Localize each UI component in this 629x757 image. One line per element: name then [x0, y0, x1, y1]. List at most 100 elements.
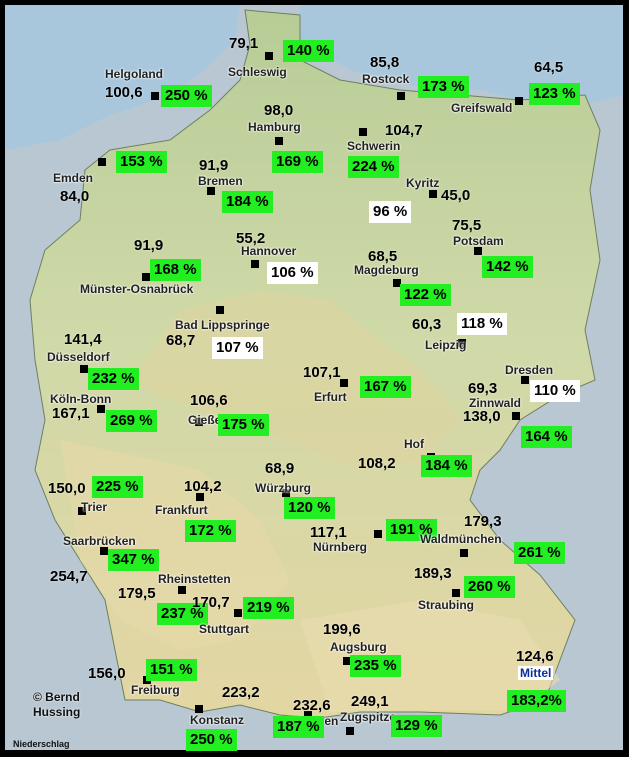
station-marker-wurzburg [282, 489, 290, 497]
city-label-nurnberg: Nürnberg [313, 540, 367, 554]
city-label-konstanz: Konstanz [190, 713, 244, 727]
city-label-munster-osnabruck: Münster-Osnabrück [80, 282, 194, 296]
city-label-dresden: Dresden [505, 363, 554, 377]
precip-value-bremen: 91,9 [199, 157, 229, 174]
station-marker-zugspitze [346, 727, 354, 735]
station-marker-nurnberg [374, 530, 382, 538]
percentage-badge-trier: 225 % [92, 476, 143, 498]
percentage-badge-saarbrucken: 347 % [108, 549, 159, 571]
percentage-badge-greifswald: 123 % [529, 83, 580, 105]
city-label-magdeburg: Magdeburg [354, 263, 419, 277]
percentage-badge-leipzig: 118 % [457, 313, 507, 335]
percentage-badge-emden: 153 % [116, 151, 167, 173]
city-label-bad-lippspringe: Bad Lippspringe [175, 318, 270, 332]
station-marker-bremen [207, 187, 215, 195]
percentage-badge-gie-en: 175 % [218, 414, 269, 436]
percentage-badge-rostock: 173 % [418, 76, 469, 98]
percentage-badge-hannover: 106 % [267, 262, 318, 284]
station-marker-waldmunchen [460, 549, 468, 557]
city-label-augsburg: Augsburg [330, 640, 387, 654]
percentage-badge-schleswig: 140 % [283, 40, 334, 62]
station-marker-augsburg [343, 657, 351, 665]
city-label-wurzburg: Würzburg [255, 481, 311, 495]
city-label-greifswald: Greifswald [451, 101, 513, 115]
city-label-erfurt: Erfurt [314, 390, 347, 404]
city-label-emden: Emden [53, 171, 94, 185]
city-label-rostock: Rostock [362, 72, 410, 86]
station-marker-hannover [251, 260, 259, 268]
station-marker-schwerin [359, 128, 367, 136]
city-label-zugspitze: Zugspitze [340, 710, 396, 724]
precip-value-munster-osnabruck: 91,9 [134, 237, 164, 254]
precip-value-hannover: 55,2 [236, 230, 266, 247]
map-caption: Niederschlag [13, 739, 70, 749]
city-label-stuttgart: Stuttgart [199, 622, 249, 636]
city-label-straubing: Straubing [418, 598, 474, 612]
precip-value-stuttgart: 170,7 [192, 594, 230, 611]
percentage-badge-kyritz: 96 % [369, 201, 412, 223]
precip-value-helgoland: 100,6 [105, 84, 143, 101]
mittel-value: 124,6 [516, 648, 554, 665]
precip-value-koln-bonn: 167,1 [52, 405, 90, 422]
precip-value-trier: 150,0 [48, 480, 86, 497]
precip-value-magdeburg: 68,5 [368, 248, 398, 265]
city-label-bremen: Bremen [198, 174, 243, 188]
city-label-schwerin: Schwerin [347, 139, 401, 153]
station-marker-konstanz [195, 705, 203, 713]
precip-value-kempten: 232,6 [293, 697, 331, 714]
precip-value-frankfurt: 104,2 [184, 478, 222, 495]
station-marker-zinnwald [512, 412, 520, 420]
station-marker-kempten [304, 711, 312, 719]
percentage-badge-dresden: 110 % [530, 380, 580, 402]
precip-value-kyritz: 45,0 [441, 187, 471, 204]
city-label-trier: Trier [81, 500, 108, 514]
station-marker-dusseldorf [80, 365, 88, 373]
percentage-badge-magdeburg: 122 % [400, 284, 451, 306]
station-marker-magdeburg [393, 279, 401, 287]
city-label-frankfurt: Frankfurt [155, 503, 208, 517]
city-label-dusseldorf: Düsseldorf [47, 350, 110, 364]
station-marker-schleswig [265, 52, 273, 60]
station-marker-leipzig [458, 339, 466, 347]
percentage-badge-bad-lippspringe: 107 % [212, 337, 263, 359]
station-marker-munster-osnabruck [142, 273, 150, 281]
precip-value-konstanz: 223,2 [222, 684, 260, 701]
percentage-badge-straubing: 260 % [464, 576, 515, 598]
precip-value-zinnwald: 138,0 [463, 408, 501, 425]
city-label-schleswig: Schleswig [228, 65, 287, 79]
percentage-badge-nurnberg: 191 % [386, 519, 437, 541]
precip-value-dusseldorf: 141,4 [64, 331, 102, 348]
station-marker-emden [98, 158, 106, 166]
alpine-foreland [300, 600, 560, 712]
station-marker-stuttgart [234, 609, 242, 617]
precip-value-leipzig: 60,3 [412, 316, 442, 333]
station-marker-frankfurt [196, 493, 204, 501]
precip-value-greifswald: 64,5 [534, 59, 564, 76]
city-label-freiburg: Freiburg [131, 683, 180, 697]
percentage-badge-munster-osnabruck: 168 % [150, 259, 201, 281]
central-uplands [130, 290, 460, 470]
precip-value-augsburg: 199,6 [323, 621, 361, 638]
precip-value-emden: 84,0 [60, 188, 90, 205]
precip-value-zugspitze: 249,1 [351, 693, 389, 710]
city-label-hannover: Hannover [241, 244, 297, 258]
percentage-badge-hamburg: 169 % [272, 151, 323, 173]
station-marker-gie-en [195, 418, 203, 426]
station-marker-helgoland [151, 92, 159, 100]
station-marker-potsdam [474, 247, 482, 255]
percentage-badge-augsburg: 235 % [350, 655, 401, 677]
station-marker-hamburg [275, 137, 283, 145]
city-label-hamburg: Hamburg [248, 120, 301, 134]
station-marker-straubing [452, 589, 460, 597]
percentage-badge-zugspitze: 129 % [391, 715, 442, 737]
city-label-potsdam: Potsdam [453, 234, 504, 248]
north-sea [5, 5, 240, 150]
city-label-rheinstetten: Rheinstetten [158, 572, 231, 586]
station-marker-kyritz [429, 190, 437, 198]
city-label-hof: Hof [404, 437, 424, 451]
precip-value-schleswig: 79,1 [229, 35, 259, 52]
precip-value-wurzburg: 68,9 [265, 460, 295, 477]
station-marker-rostock [397, 92, 405, 100]
